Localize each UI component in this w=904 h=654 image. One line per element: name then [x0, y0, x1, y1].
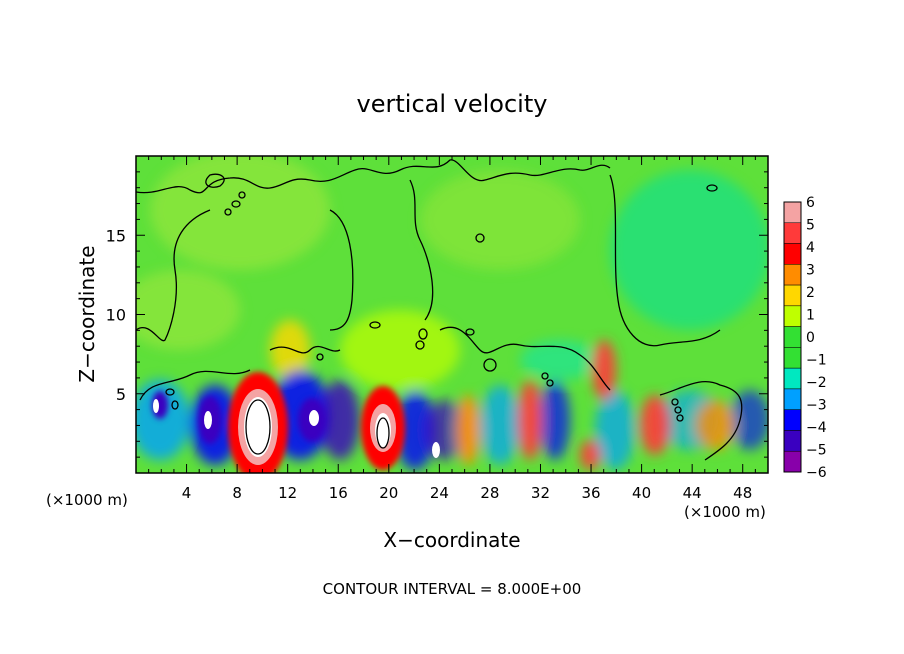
colorbar-label: 2	[806, 285, 815, 301]
colorbar-label: 5	[806, 218, 815, 234]
x-unit-label-right: (×1000 m)	[684, 503, 766, 521]
chart-title: vertical velocity	[357, 90, 548, 118]
colorbar-swatch	[783, 305, 802, 327]
x-tick-label: 48	[733, 484, 752, 502]
colorbar-label: 0	[806, 330, 815, 346]
x-tick-label: 40	[632, 484, 651, 502]
x-tick-label: 16	[329, 484, 348, 502]
colorbar-label: −6	[806, 465, 827, 481]
colorbar-swatch	[783, 284, 802, 307]
colorbar: 6 5 4 3 2 1 0 −1 −2 −3 −4 −5 −6	[783, 195, 827, 481]
colorbar-label: 1	[806, 308, 815, 324]
colorbar-swatch	[783, 201, 802, 224]
field-shading	[136, 156, 768, 473]
x-tick-label: 20	[379, 484, 398, 502]
colorbar-label: 4	[806, 240, 815, 256]
y-axis-label: Z−coordinate	[75, 245, 99, 382]
y-tick-label: 15	[106, 226, 126, 245]
x-tick-label: 4	[182, 484, 192, 502]
colorbar-swatch	[783, 264, 802, 286]
x-tick-label: 44	[683, 484, 702, 502]
colorbar-swatch	[783, 243, 802, 265]
colorbar-label: 3	[806, 263, 815, 279]
colorbar-label: −5	[806, 443, 827, 459]
colorbar-swatch	[783, 430, 802, 452]
colorbar-frame	[783, 201, 802, 473]
x-unit-label-left: (×1000 m)	[46, 491, 128, 509]
colorbar-label: −4	[806, 420, 827, 436]
x-axis-label: X−coordinate	[383, 528, 520, 552]
colorbar-label: −1	[806, 353, 827, 369]
x-axis-ticks: 4 8 12 16 20 24 28 32 36 40 44 48	[148, 156, 756, 502]
contour-interval-note: CONTOUR INTERVAL = 8.000E+00	[323, 580, 582, 598]
colorbar-label: 6	[806, 195, 815, 211]
y-axis-ticks: 5 10 15	[106, 171, 768, 458]
x-tick-label: 28	[480, 484, 499, 502]
colorbar-label: −2	[806, 375, 827, 391]
x-tick-label: 32	[531, 484, 550, 502]
colorbar-swatch	[783, 347, 802, 369]
colorbar-swatch	[783, 409, 802, 431]
colorbar-swatch	[783, 222, 802, 244]
x-tick-label: 24	[430, 484, 449, 502]
colorbar-label: −3	[806, 398, 827, 414]
colorbar-swatch	[783, 450, 802, 473]
x-tick-label: 36	[581, 484, 600, 502]
x-tick-label: 8	[232, 484, 242, 502]
colorbar-swatch	[783, 388, 802, 410]
x-tick-label: 12	[278, 484, 297, 502]
contour-lines	[136, 159, 743, 461]
colorbar-swatch	[783, 367, 802, 390]
colorbar-swatch	[783, 326, 802, 348]
y-tick-label: 5	[116, 385, 126, 404]
y-tick-label: 10	[106, 306, 126, 325]
